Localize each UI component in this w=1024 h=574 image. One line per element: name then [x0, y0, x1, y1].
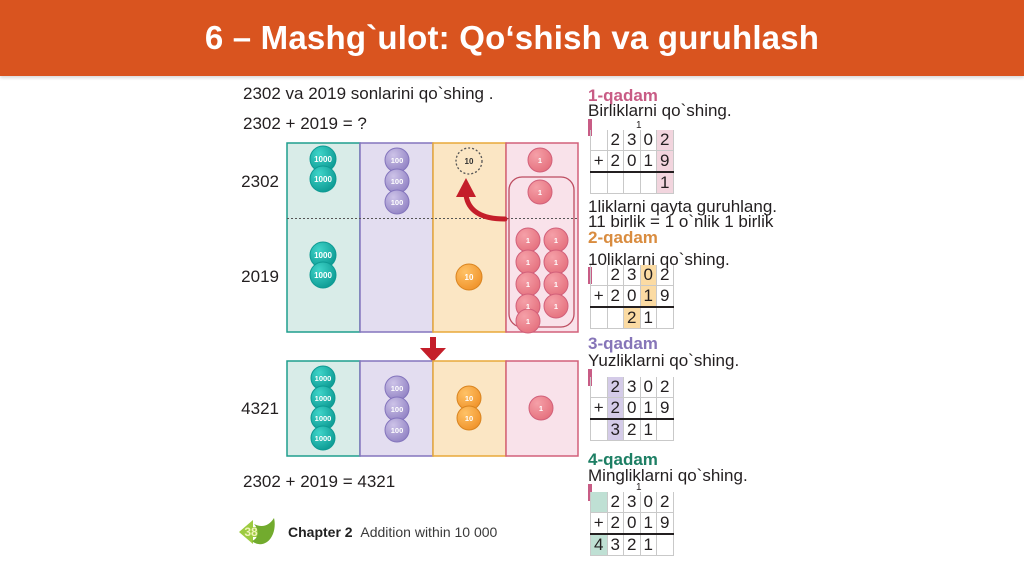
svg-text:1: 1: [526, 302, 530, 311]
svg-text:1: 1: [538, 188, 542, 197]
svg-text:10: 10: [465, 157, 474, 166]
svg-text:100: 100: [391, 177, 404, 186]
svg-text:1000: 1000: [314, 251, 332, 260]
svg-text:10: 10: [465, 394, 473, 403]
svg-text:1000: 1000: [315, 394, 332, 403]
svg-text:10: 10: [465, 273, 474, 282]
svg-text:1: 1: [554, 236, 558, 245]
svg-text:38: 38: [244, 525, 258, 539]
svg-text:1: 1: [554, 258, 558, 267]
svg-text:1000: 1000: [315, 414, 332, 423]
svg-text:1: 1: [526, 317, 530, 326]
svg-text:1: 1: [526, 258, 530, 267]
svg-text:1: 1: [554, 302, 558, 311]
svg-text:1: 1: [526, 280, 530, 289]
svg-text:1000: 1000: [314, 175, 332, 184]
svg-text:100: 100: [391, 156, 404, 165]
svg-text:1: 1: [526, 236, 530, 245]
svg-text:1000: 1000: [315, 374, 332, 383]
svg-text:1000: 1000: [314, 271, 332, 280]
svg-text:1: 1: [554, 280, 558, 289]
svg-text:1: 1: [538, 156, 542, 165]
svg-text:1: 1: [539, 404, 543, 413]
svg-text:100: 100: [391, 426, 404, 435]
svg-text:1000: 1000: [315, 434, 332, 443]
svg-text:1000: 1000: [314, 155, 332, 164]
svg-text:100: 100: [391, 384, 404, 393]
svg-text:100: 100: [391, 198, 404, 207]
svg-text:100: 100: [391, 405, 404, 414]
svg-text:10: 10: [465, 414, 473, 423]
